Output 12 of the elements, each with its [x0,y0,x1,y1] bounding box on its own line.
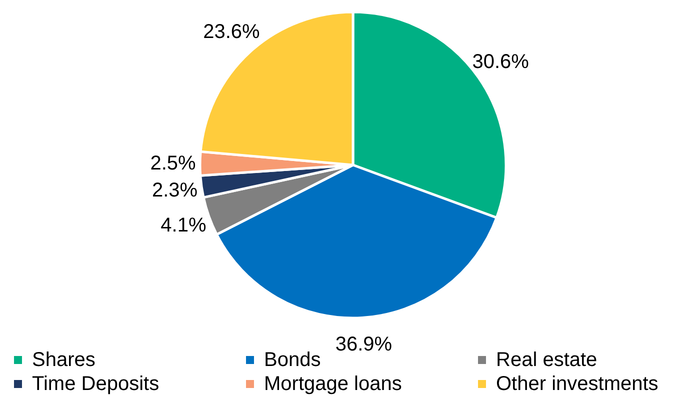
data-label: 2.3% [152,179,198,202]
legend-label: Time Deposits [32,373,160,395]
legend-label: Other investments [496,373,658,395]
data-label: 30.6% [472,50,530,73]
data-label: 23.6% [203,21,260,44]
legend-label: Shares [32,349,96,371]
legend-label: Real estate [496,349,598,371]
legend-label: Mortgage loans [264,373,402,395]
data-label: 36.9% [335,334,392,356]
legend-label: Bonds [264,349,321,371]
data-label: 4.1% [160,214,206,236]
data-label: 2.5% [150,152,196,174]
